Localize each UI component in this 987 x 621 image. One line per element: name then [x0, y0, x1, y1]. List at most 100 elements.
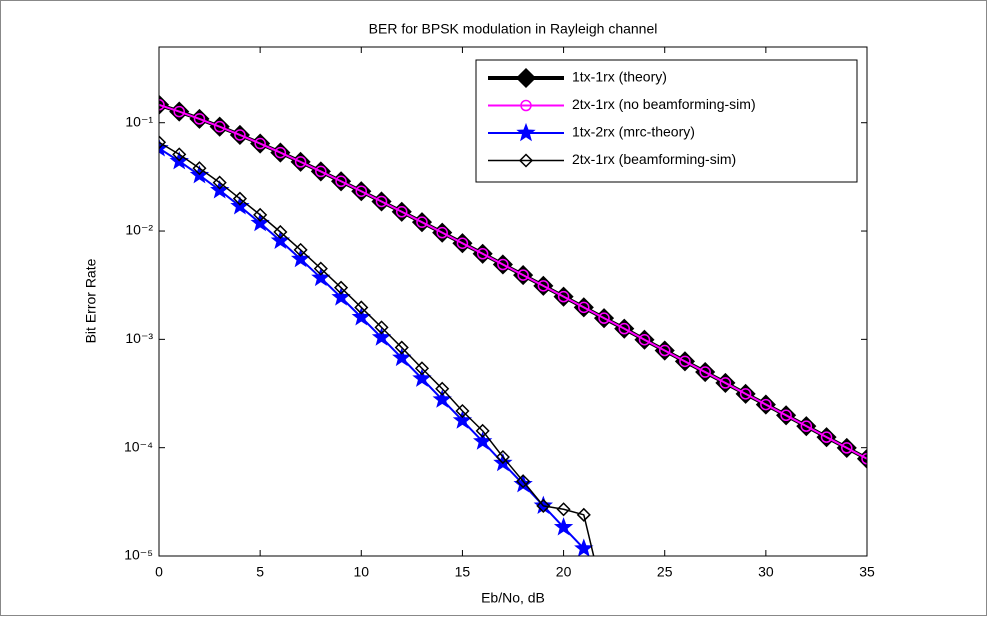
marker	[392, 347, 412, 367]
plot-area	[159, 94, 867, 556]
series-line	[159, 141, 595, 556]
legend-marker	[518, 153, 534, 168]
marker	[517, 269, 529, 281]
marker	[293, 242, 308, 257]
marker	[375, 195, 388, 208]
marker	[699, 366, 711, 378]
legend-label: 1tx-2rx (mrc-theory)	[572, 124, 695, 140]
marker	[576, 507, 591, 522]
marker	[475, 423, 490, 438]
marker	[618, 322, 631, 335]
legend-marker	[516, 122, 536, 142]
marker	[456, 237, 469, 249]
marker	[557, 290, 570, 303]
marker	[395, 206, 408, 218]
marker	[537, 280, 550, 292]
marker	[432, 389, 452, 408]
legend-marker	[515, 67, 537, 89]
y-tick-label: 10⁻²	[125, 222, 153, 238]
x-tick-label: 35	[859, 564, 875, 580]
marker	[354, 300, 369, 315]
marker	[274, 146, 287, 159]
marker	[234, 129, 246, 141]
legend: 1tx-1rx (theory) 2tx-1rx (no beamforming-…	[475, 59, 858, 183]
marker	[452, 410, 473, 429]
marker	[436, 226, 448, 239]
marker	[476, 248, 489, 260]
series-line	[159, 147, 585, 550]
y-tick-label: 10⁻⁴	[124, 438, 153, 454]
marker	[270, 230, 291, 249]
marker	[371, 327, 392, 346]
y-axis-label: Bit Error Rate	[83, 258, 99, 343]
marker	[780, 409, 792, 422]
x-tick-label: 10	[353, 564, 369, 580]
marker	[578, 301, 590, 314]
y-tick-label: 10⁻¹	[125, 113, 153, 129]
x-tick-label: 5	[256, 564, 264, 580]
marker	[820, 431, 833, 443]
legend-marker	[520, 99, 532, 112]
legend-label: 1tx-1rx (theory)	[572, 69, 667, 85]
x-axis-label: Eb/No, dB	[481, 590, 545, 606]
y-tick-label: 10⁻³	[125, 330, 153, 346]
marker	[497, 258, 509, 271]
marker	[374, 320, 389, 335]
marker	[553, 517, 574, 536]
marker	[172, 147, 187, 162]
marker	[760, 398, 772, 411]
marker	[679, 355, 691, 368]
x-tick-label: 30	[758, 564, 774, 580]
marker	[416, 216, 428, 228]
marker	[254, 137, 266, 150]
marker	[333, 280, 349, 295]
marker	[516, 474, 531, 489]
legend-label: 2tx-1rx (beamforming-sim)	[572, 151, 736, 167]
marker	[861, 453, 867, 465]
marker	[173, 105, 185, 118]
marker	[193, 113, 206, 125]
marker	[351, 307, 371, 326]
marker	[435, 381, 450, 396]
marker	[335, 175, 347, 188]
marker	[574, 538, 594, 556]
marker	[495, 449, 510, 465]
marker	[455, 403, 470, 419]
marker	[192, 161, 207, 176]
series-line	[159, 103, 867, 460]
marker	[841, 442, 853, 454]
marker	[739, 388, 752, 400]
marker	[556, 502, 571, 517]
marker	[253, 207, 268, 222]
marker	[331, 287, 351, 306]
marker	[159, 99, 165, 111]
x-tick-label: 15	[455, 564, 471, 580]
y-tick-label: 10⁻⁵	[124, 547, 153, 563]
marker	[232, 191, 247, 206]
marker	[355, 185, 368, 197]
marker	[719, 377, 732, 389]
x-tick-label: 20	[556, 564, 572, 580]
marker	[273, 224, 288, 240]
marker	[294, 156, 307, 168]
marker	[414, 361, 430, 376]
marker	[159, 135, 167, 150]
marker	[315, 165, 327, 178]
x-tick-label: 0	[155, 564, 163, 580]
axes-box	[158, 46, 868, 557]
x-tick-label: 25	[657, 564, 673, 580]
legend-label: 2tx-1rx (no beamforming-sim)	[572, 96, 756, 112]
marker	[313, 261, 328, 276]
marker	[212, 175, 227, 190]
marker	[800, 420, 813, 432]
marker	[536, 498, 551, 513]
marker	[290, 248, 311, 268]
marker	[394, 340, 409, 355]
marker	[638, 333, 651, 346]
marker	[598, 312, 610, 324]
legend-box	[475, 59, 858, 183]
marker	[311, 267, 331, 287]
chart-title: BER for BPSK modulation in Rayleigh chan…	[369, 21, 658, 37]
marker	[658, 344, 671, 357]
